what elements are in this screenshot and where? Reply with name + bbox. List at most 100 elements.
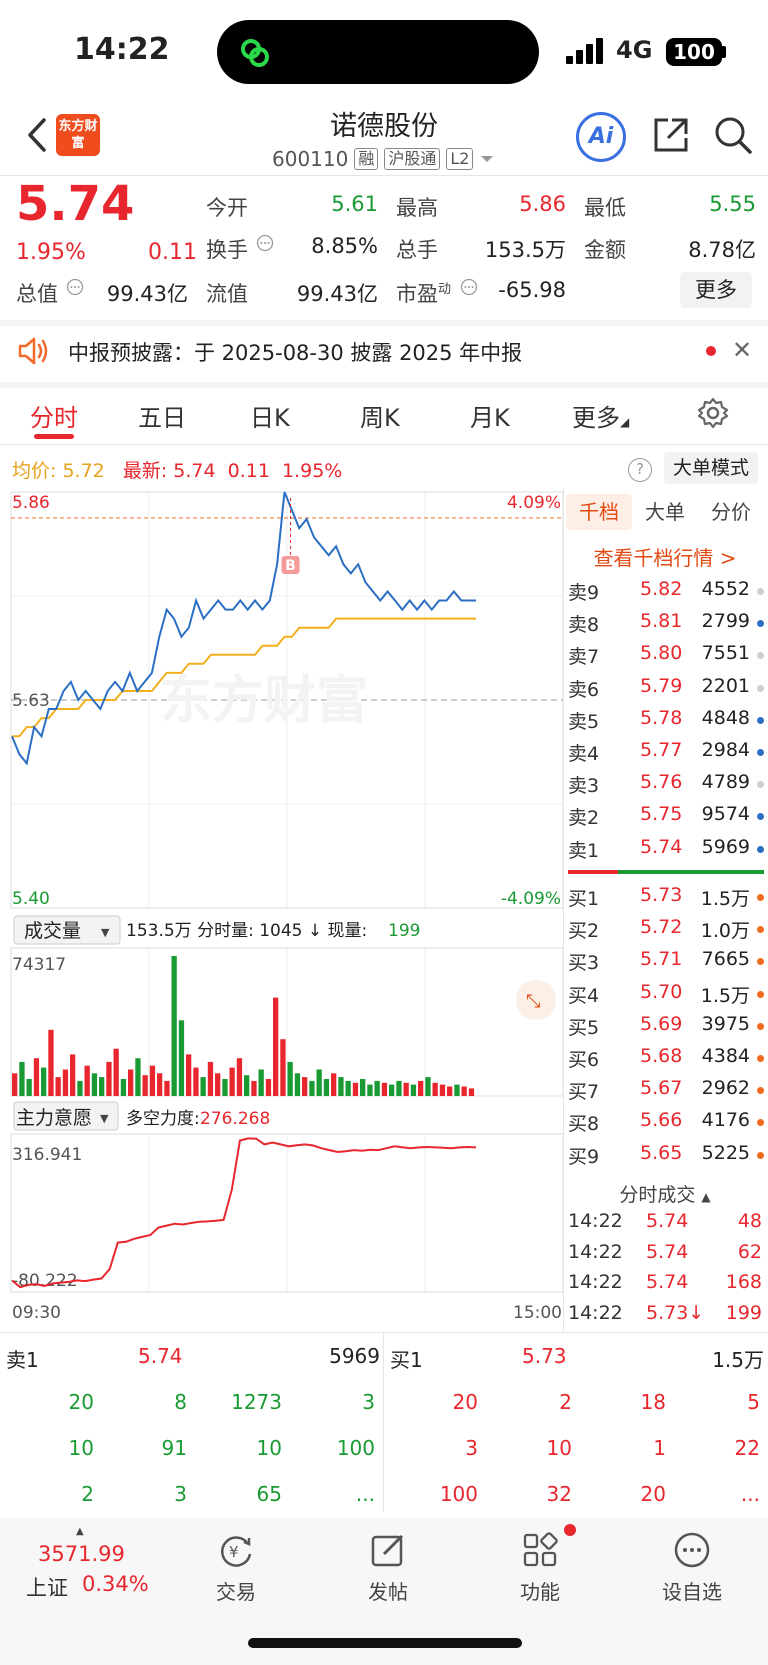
level-volume: 2799 [701,610,750,633]
tab-daily-k[interactable]: 日K [250,404,290,432]
sell-queue-cell: 10 [68,1436,94,1460]
dropdown-triangle-icon: ▼ [101,926,110,939]
level-volume: 1.5万 [700,888,750,910]
info-icon[interactable] [66,278,84,296]
asks-level-row[interactable]: 卖8 5.81 2799 [566,610,764,642]
bids-level-row[interactable]: 买6 5.68 4384 [566,1045,764,1077]
volume-bar [418,1080,424,1096]
buy-marker[interactable]: B [281,498,300,574]
level-label: 买1 [568,888,600,910]
back-arrow-icon[interactable] [24,114,54,156]
section-divider [0,320,768,326]
nav-watchlist-label: 设自选 [662,1580,722,1604]
intraday-chart[interactable]: 东方财富 5.86 5.63 5.40 4.09% -4.09% B 成交量 ▼… [0,488,564,1332]
level-price: 5.65 [640,1141,683,1164]
amount-value: 8.78亿 [688,238,756,262]
tick-time: 14:22 [568,1301,623,1324]
volume-bar [244,1075,250,1096]
tab-more[interactable]: 更多◢ [572,404,630,432]
expand-icon: ⤡ [526,991,540,1012]
tab-weekly-k[interactable]: 周K [360,404,400,432]
level-dot [757,1022,764,1030]
volume-bar [468,1088,475,1096]
level-label: 买6 [568,1049,600,1071]
volume-bar [258,1069,264,1096]
view-thousand-levels-link[interactable]: 查看千档行情 > [593,546,737,570]
index-pct[interactable]: 0.34% [82,1572,149,1596]
bids-level-row[interactable]: 买7 5.67 2962 [566,1077,764,1109]
buy-queue-cell: 1 [653,1436,666,1460]
tab-intraday[interactable]: 分时 [30,404,78,432]
tab-thousand-levels[interactable]: 千档 [566,494,632,530]
volume-bar [84,1065,90,1096]
bids-level-row[interactable]: 买8 5.66 4176 [566,1109,764,1141]
bids-level-row[interactable]: 买2 5.72 1.0万 [566,916,764,948]
nav-post[interactable]: 发帖 [338,1530,438,1605]
volume-bar [280,1039,286,1096]
volume-bar [396,1080,402,1096]
volume-bar [128,1069,134,1096]
asks-level-row[interactable]: 卖2 5.75 9574 [566,803,764,835]
level-dot [757,652,764,660]
expand-button[interactable] [516,980,556,1020]
buy-queue-cell: 3 [465,1436,478,1460]
tab-monthly-k[interactable]: 月K [470,404,510,432]
level-volume: 9574 [701,803,750,826]
nav-trade[interactable]: ¥ 交易 [186,1530,286,1605]
buy-queue-cell: 10 [546,1436,572,1460]
index-value[interactable]: 3571.99 [38,1542,125,1566]
tick-trades-title[interactable]: 分时成交 ▲ [619,1184,711,1206]
share-icon[interactable] [650,114,692,156]
high-value: 5.86 [519,192,566,216]
total-volume-label: 总手 [396,238,438,262]
bids-level-row[interactable]: 买5 5.69 3975 [566,1013,764,1045]
more-fields-button[interactable]: 更多 [680,272,752,308]
index-name[interactable]: 上证 [26,1576,68,1600]
gear-icon[interactable] [696,396,730,430]
level-price: 5.76 [640,771,683,794]
volume-indicator-select[interactable] [13,915,121,945]
ai-assistant-button[interactable]: Ai [576,112,626,162]
asks-level-row[interactable]: 卖1 5.74 5969 [566,836,764,868]
mainforce-line [11,1137,477,1289]
mainforce-indicator-select[interactable] [13,1101,119,1131]
asks-level-row[interactable]: 卖3 5.76 4789 [566,771,764,803]
dropdown-triangle-icon [481,156,494,162]
bids-level-row[interactable]: 买4 5.70 1.5万 [566,981,764,1013]
volume-bar [323,1079,330,1096]
asks-level-row[interactable]: 卖7 5.80 7551 [566,642,764,674]
level-dot [757,716,764,724]
tab-five-day[interactable]: 五日 [138,404,186,432]
asks-level-row[interactable]: 卖6 5.79 2201 [566,675,764,707]
help-icon[interactable]: ? [628,458,652,482]
asks-level-row[interactable]: 卖9 5.82 4552 [566,578,764,610]
volume-bar [265,1079,272,1096]
header-divider [0,175,768,176]
big-order-mode-button[interactable]: 大单模式 [664,452,758,484]
bids-level-row[interactable]: 买1 5.73 1.5万 [566,884,764,916]
info-icon[interactable] [256,234,274,252]
asks-level-row[interactable]: 卖5 5.78 4848 [566,707,764,739]
buy1-label: 买1 [390,1348,423,1372]
bids-level-row[interactable]: 买9 5.65 5225 [566,1142,764,1174]
level-price: 5.81 [640,610,683,633]
close-icon[interactable]: ✕ [732,336,753,364]
tab-big-orders[interactable]: 大单 [645,500,685,524]
level-label: 卖8 [568,614,600,637]
tab-price-dist[interactable]: 分价 [711,500,751,524]
volume-bar [287,1061,293,1096]
info-icon[interactable] [460,278,478,296]
stock-code-row[interactable]: 600110 融 沪股通 L2 [272,144,495,174]
nav-watchlist-settings[interactable]: 设自选 [642,1530,742,1605]
grid-icon [523,1532,558,1567]
search-icon[interactable] [712,114,754,156]
asks-level-row[interactable]: 卖4 5.77 2984 [566,739,764,771]
level-label: 卖9 [568,582,600,604]
buy1-volume: 1.5万 [712,1348,764,1372]
volume-bar [345,1080,351,1096]
level-dot [757,781,764,789]
last-price: 5.74 [16,176,135,232]
bids-level-row[interactable]: 买3 5.71 7665 [566,948,764,980]
sell-queue-cell: 3 [362,1390,375,1414]
nav-features[interactable]: 功能 [490,1530,590,1605]
